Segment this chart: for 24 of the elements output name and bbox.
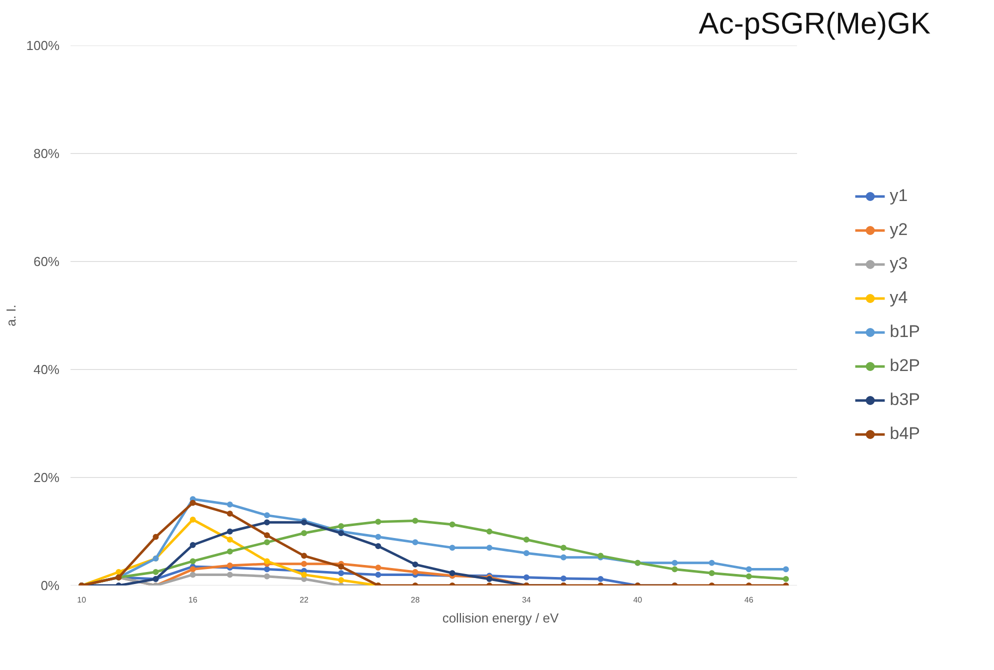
legend-label: y1 bbox=[890, 186, 909, 206]
x-tick-label: 28 bbox=[410, 596, 420, 604]
x-tick-label: 10 bbox=[77, 596, 87, 604]
chart-title: Ac-pSGR(Me)GK bbox=[698, 8, 931, 40]
y-tick-label: 0% bbox=[40, 578, 60, 593]
x-tick-label: 40 bbox=[633, 596, 643, 604]
legend-label: b4P bbox=[890, 424, 920, 444]
legend-label: y4 bbox=[890, 288, 909, 308]
y-tick-label: 100% bbox=[26, 38, 60, 53]
x-tick-label: 34 bbox=[522, 596, 532, 604]
y-tick-label: 60% bbox=[33, 254, 60, 269]
x-axis-title: collision energy / eV bbox=[442, 610, 559, 626]
y-tick-label: 40% bbox=[33, 362, 60, 377]
legend-label: y3 bbox=[890, 254, 909, 274]
legend-label: b2P bbox=[890, 356, 920, 376]
legend-label: b1P bbox=[890, 322, 920, 342]
legend-label: y2 bbox=[890, 220, 909, 240]
y-tick-label: 20% bbox=[33, 470, 60, 485]
y-tick-label: 80% bbox=[33, 146, 60, 161]
legend-label: b3P bbox=[890, 390, 920, 410]
x-tick-label: 22 bbox=[300, 596, 310, 604]
y-axis-title: a. I. bbox=[3, 304, 18, 326]
x-tick-label: 46 bbox=[744, 596, 754, 604]
x-tick-label: 16 bbox=[188, 596, 198, 604]
